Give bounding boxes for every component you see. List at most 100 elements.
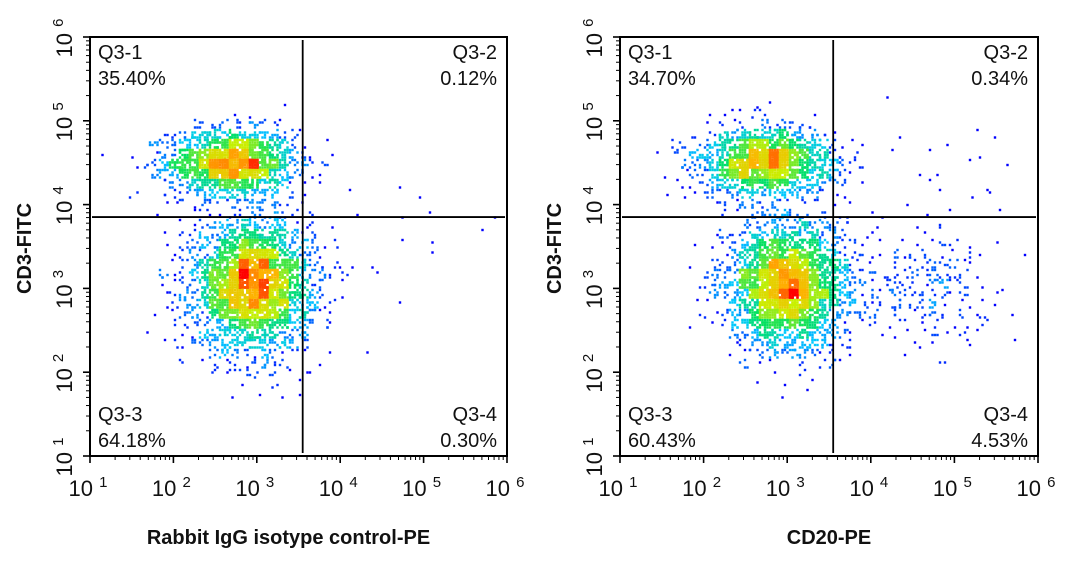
event-dot: [248, 263, 252, 267]
event-dot: [256, 296, 259, 299]
event-dot: [241, 263, 244, 267]
event-dot: [226, 263, 229, 267]
event-dot: [253, 146, 257, 149]
event-dot: [248, 238, 252, 242]
event-dot: [203, 178, 207, 182]
event-dot: [221, 291, 224, 294]
event-dot: [201, 171, 204, 174]
event-dot: [191, 151, 194, 154]
event-dot: [166, 243, 169, 247]
event-dot: [198, 121, 202, 124]
event-dot: [223, 273, 227, 277]
event-dot: [321, 161, 324, 164]
event-dot: [258, 151, 262, 154]
event-dot: [253, 251, 257, 254]
event-dot: [233, 248, 237, 252]
event-dot: [258, 226, 262, 229]
event-dot: [271, 266, 274, 269]
event-dot: [206, 296, 209, 299]
event-dot: [278, 173, 282, 177]
event-dot: [251, 248, 254, 252]
event-dot: [273, 173, 277, 177]
event-dot: [213, 166, 217, 169]
event-dot: [266, 321, 269, 324]
event-dot: [236, 238, 239, 242]
event-dot: [223, 141, 227, 144]
event-dot: [226, 133, 229, 137]
event-dot: [213, 196, 217, 199]
event-dot: [198, 153, 202, 157]
event-dot: [238, 298, 242, 302]
event-dot: [223, 186, 227, 189]
event-dot: [276, 143, 279, 147]
event-dot: [201, 143, 204, 147]
event-dot: [211, 153, 214, 157]
event-dot: [291, 196, 294, 199]
event-dot: [263, 363, 267, 367]
event-dot: [213, 126, 217, 129]
event-dot: [243, 341, 247, 344]
event-dot: [291, 238, 294, 242]
event-dot: [258, 141, 262, 144]
event-dot: [216, 141, 219, 144]
event-dot: [253, 323, 257, 327]
event-dot: [183, 148, 187, 152]
event-dot: [206, 336, 209, 339]
event-dot: [201, 343, 204, 347]
event-dot: [283, 156, 287, 159]
event-dot: [218, 333, 222, 337]
event-dot: [271, 258, 274, 262]
event-dot: [201, 203, 204, 207]
event-dot: [228, 293, 232, 297]
event-dot: [231, 281, 234, 284]
event-dot: [241, 151, 244, 154]
event-dot: [306, 318, 309, 322]
event-dot: [323, 163, 327, 167]
event-dot: [196, 126, 199, 129]
event-dot: [223, 266, 227, 269]
event-dot: [158, 273, 162, 277]
event-dot: [311, 241, 314, 244]
event-dot: [241, 163, 244, 167]
event-dot: [318, 288, 322, 292]
event-dot: [276, 291, 279, 294]
event-dot: [203, 138, 207, 142]
event-dot: [206, 143, 209, 147]
event-dot: [161, 168, 164, 172]
event-dot: [261, 218, 264, 222]
event-dot: [296, 306, 299, 309]
event-dot: [273, 308, 277, 312]
event-dot: [273, 253, 277, 257]
event-dot: [243, 226, 247, 229]
event-dot: [213, 158, 217, 162]
event-dot: [211, 263, 214, 267]
event-dot: [261, 281, 264, 284]
event-dot: [201, 183, 204, 187]
event-dot: [213, 186, 217, 189]
event-dot: [326, 326, 329, 329]
event-dot: [226, 326, 229, 329]
event-dot: [273, 266, 277, 269]
event-dot: [251, 148, 254, 152]
event-dot: [291, 138, 294, 142]
event-dot: [188, 146, 192, 149]
event-dot: [318, 363, 322, 367]
event-dot: [318, 296, 322, 299]
event-dot: [193, 188, 197, 192]
event-dot: [268, 341, 272, 344]
event-dot: [243, 143, 247, 147]
event-dot: [263, 248, 267, 252]
event-dot: [213, 221, 217, 224]
event-dot: [261, 268, 264, 272]
event-dot: [238, 233, 242, 237]
event-dot: [273, 178, 277, 182]
event-dot: [278, 236, 282, 239]
event-dot: [253, 358, 257, 362]
event-dot: [258, 201, 262, 204]
event-dot: [246, 311, 249, 314]
event-dot: [288, 271, 292, 274]
event-dot: [273, 203, 277, 207]
event-dot: [256, 226, 259, 229]
event-dot: [251, 281, 254, 284]
event-dot: [231, 153, 234, 157]
